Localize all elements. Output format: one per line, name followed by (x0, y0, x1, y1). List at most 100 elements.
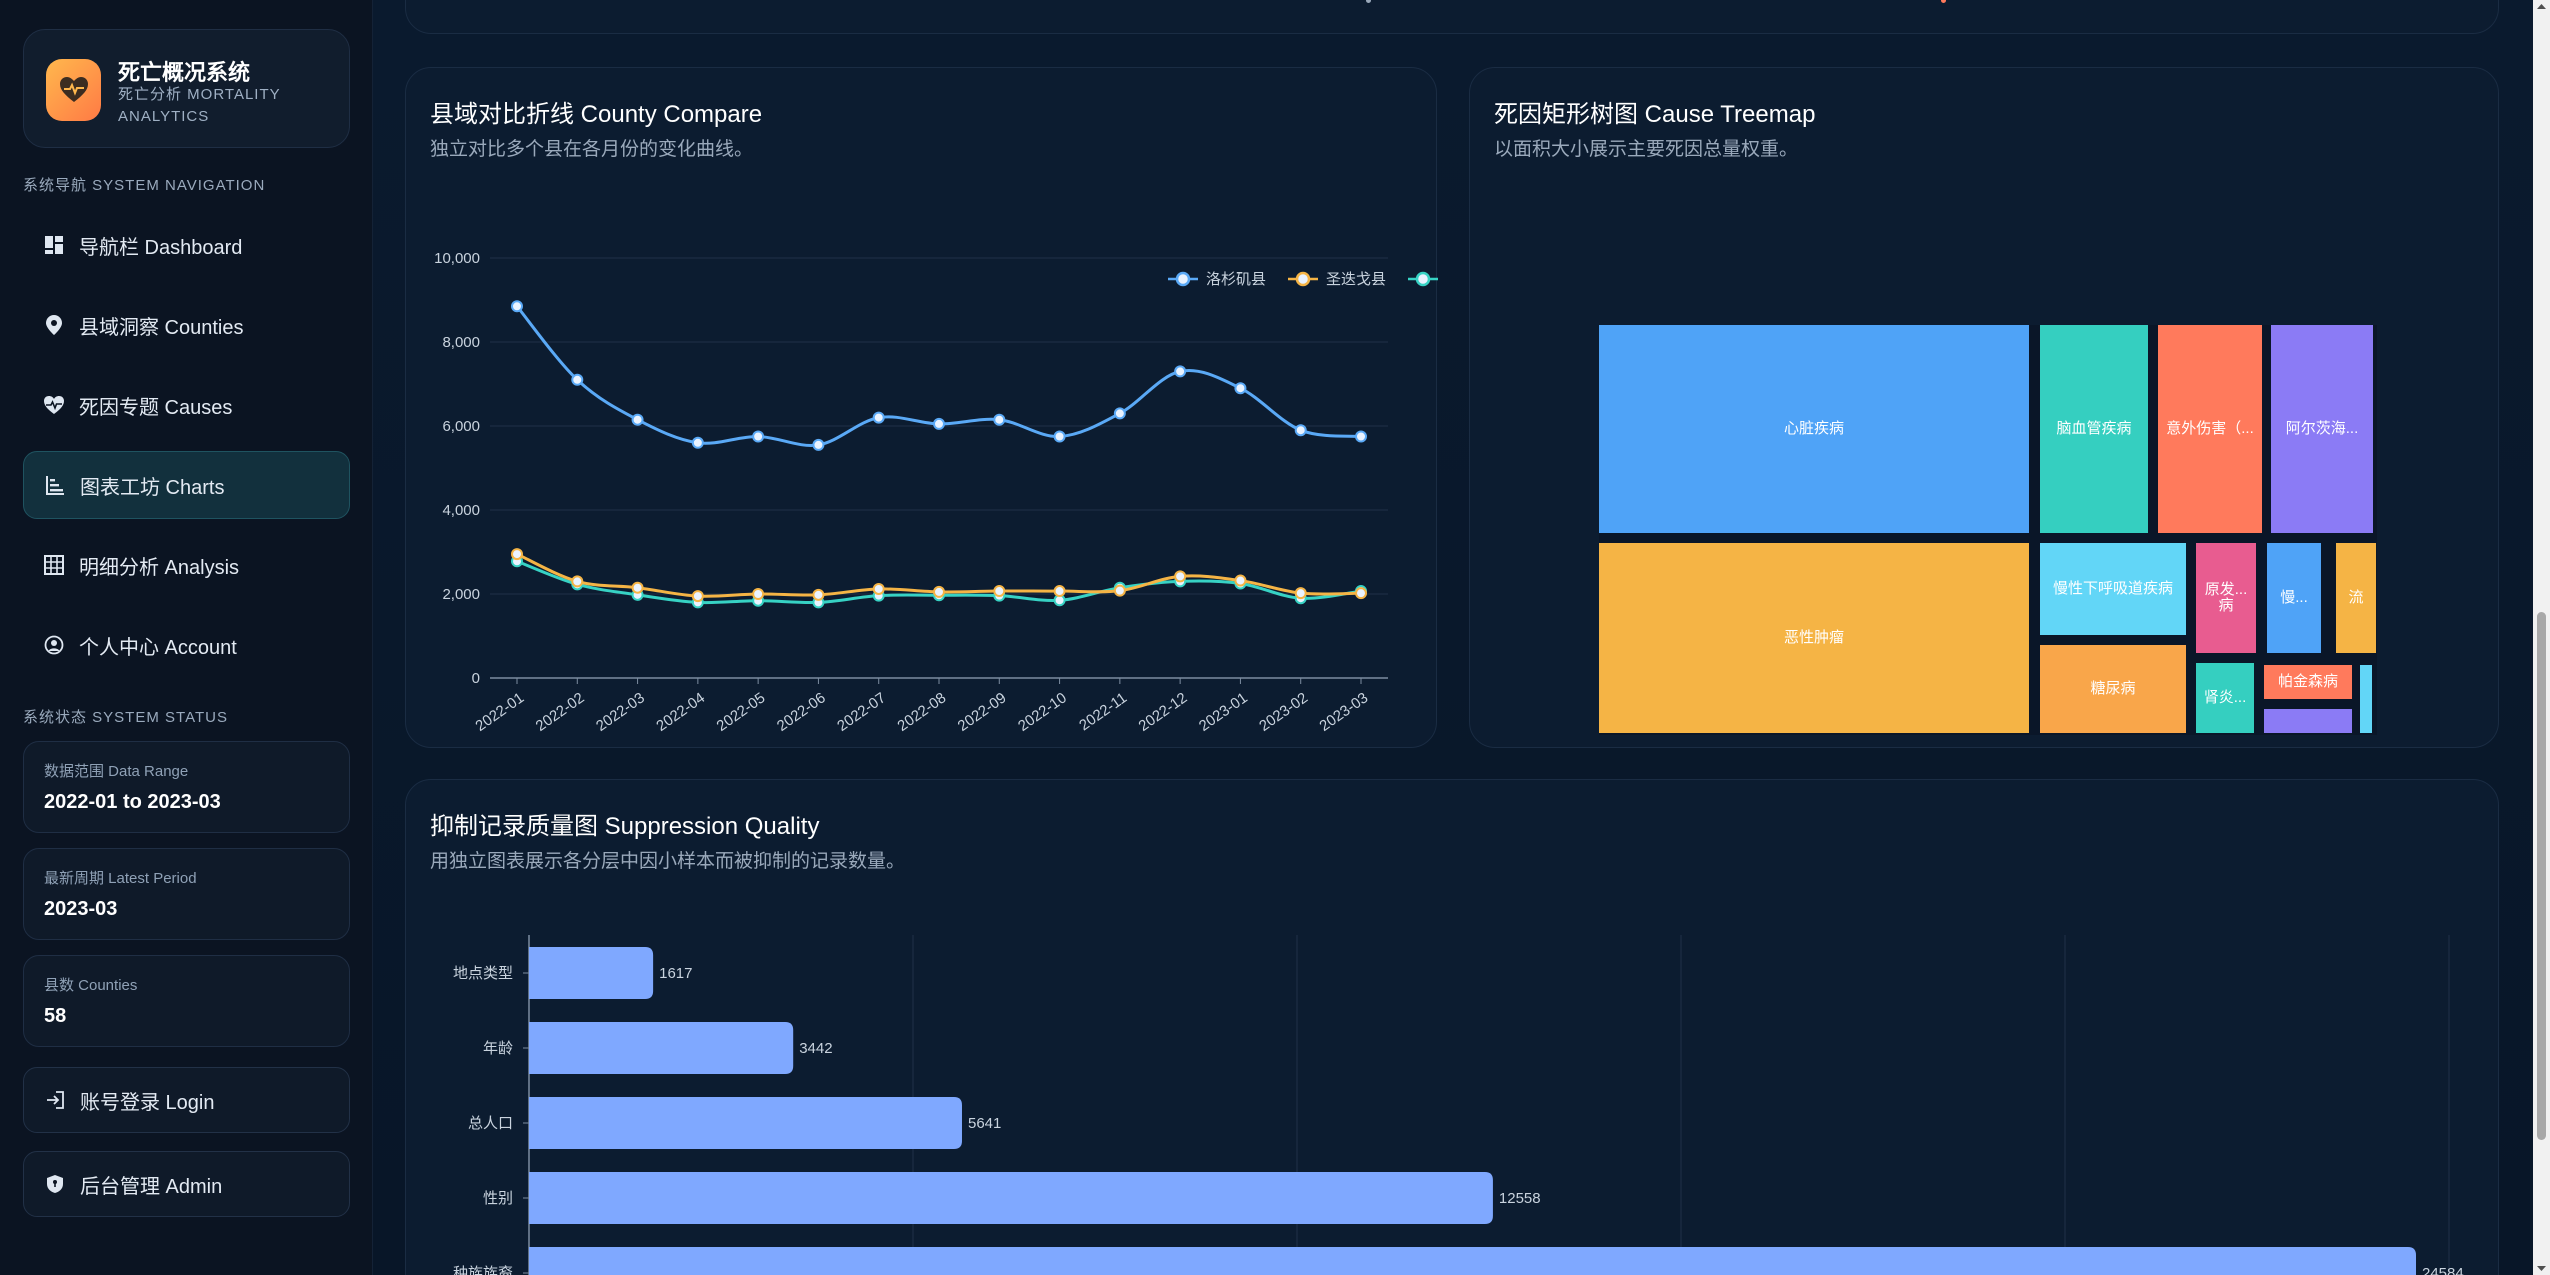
data-point[interactable] (812, 588, 825, 601)
card-subtitle: 用独立图表展示各分层中因小样本而被抑制的记录数量。 (430, 851, 906, 872)
admin-label: 后台管理 Admin (80, 1175, 223, 1198)
card-subtitle: 独立对比多个县在各月份的变化曲线。 (430, 139, 754, 160)
data-point[interactable] (691, 590, 704, 603)
treemap-cell[interactable]: 心脏疾病 (1599, 325, 2029, 533)
legend-label[interactable]: 圣迭戈县 (1326, 271, 1386, 288)
nav-item-label: 导航栏 Dashboard (79, 236, 243, 259)
data-point[interactable] (752, 430, 765, 443)
data-point[interactable] (1113, 407, 1126, 420)
status-value: 58 (44, 1005, 67, 1027)
treemap-cell[interactable] (2360, 665, 2372, 733)
legend-marker (1295, 271, 1311, 287)
heart-pulse-icon (43, 394, 65, 416)
brand-subtitle: 死亡分析 MORTALITY ANALYTICS (118, 86, 281, 125)
data-point[interactable] (631, 413, 644, 426)
y-tick-label: 8,000 (442, 334, 480, 351)
data-point[interactable] (1053, 430, 1066, 443)
x-tick-label: 2022-03 (593, 689, 648, 735)
shield-icon (44, 1173, 66, 1195)
data-point[interactable] (1294, 587, 1307, 600)
x-tick-label: 2022-04 (653, 689, 708, 735)
bar[interactable] (529, 1022, 794, 1074)
treemap-cell[interactable]: 帕金森病 (2264, 665, 2352, 699)
bar[interactable] (529, 947, 654, 999)
data-point[interactable] (1355, 430, 1367, 443)
bar-value-label: 3442 (799, 1040, 832, 1057)
nav-item-label: 明细分析 Analysis (79, 556, 240, 579)
data-point[interactable] (571, 575, 584, 588)
data-point[interactable] (872, 411, 885, 424)
card-title: 县域对比折线 County Compare (430, 101, 763, 128)
status-card-latest-period: 最新周期 Latest Period 2023-03 (23, 848, 350, 940)
treemap-cell[interactable]: 恶性肿瘤 (1599, 543, 2029, 733)
treemap-cell[interactable]: 原发... 病 (2196, 543, 2256, 653)
data-point[interactable] (1234, 574, 1247, 587)
bar[interactable] (529, 1247, 2416, 1275)
treemap-cell[interactable]: 慢性下呼吸道疾病 (2040, 543, 2186, 635)
brand-card[interactable]: 死亡概况系统 死亡分析 MORTALITY ANALYTICS (23, 29, 350, 148)
card-title: 抑制记录质量图 Suppression Quality (430, 813, 820, 840)
bar[interactable] (529, 1172, 1493, 1224)
nav-item-label: 死因专题 Causes (79, 396, 233, 419)
data-point[interactable] (691, 436, 704, 449)
data-point[interactable] (511, 300, 523, 313)
bar[interactable] (529, 1097, 962, 1149)
treemap-cell[interactable]: 阿尔茨海... (2271, 325, 2373, 533)
data-point[interactable] (511, 548, 523, 561)
treemap-cell[interactable]: 肾炎... (2196, 663, 2254, 733)
scrollbar[interactable] (2533, 0, 2550, 1275)
data-point[interactable] (993, 585, 1006, 598)
nav-item-charts[interactable]: 图表工坊 Charts (23, 451, 350, 519)
scrollbar-thumb[interactable] (2537, 612, 2546, 1140)
legend-label[interactable]: 洛杉矶县 (1206, 271, 1266, 288)
category-label: 总人口 (468, 1115, 513, 1132)
treemap-cell[interactable]: 意外伤害（... (2158, 325, 2262, 533)
data-point[interactable] (1294, 424, 1307, 437)
treemap-cell[interactable]: 脑血管疾病 (2040, 325, 2148, 533)
x-tick-label: 2022-10 (1015, 689, 1070, 735)
data-point[interactable] (933, 417, 945, 430)
data-point[interactable] (571, 373, 584, 386)
x-tick-label: 2023-03 (1316, 689, 1371, 735)
nav-item-label: 个人中心 Account (79, 636, 237, 659)
data-point[interactable] (993, 413, 1006, 426)
nav-item-causes[interactable]: 死因专题 Causes (23, 371, 350, 439)
heart-pulse-logo-icon (46, 59, 101, 121)
data-point[interactable] (1355, 587, 1367, 600)
admin-button[interactable]: 后台管理 Admin (23, 1151, 350, 1217)
data-point[interactable] (1053, 585, 1066, 598)
data-point[interactable] (631, 581, 644, 594)
treemap-cell[interactable]: 糖尿病 (2040, 645, 2186, 733)
treemap-cell[interactable]: 慢... (2267, 543, 2321, 653)
data-point[interactable] (1174, 570, 1187, 583)
login-button[interactable]: 账号登录 Login (23, 1067, 350, 1133)
suppression-bar-chart[interactable]: 地点类型 1617 年龄 3442 总人口 5641 性别 12558 种族族裔 24584 (406, 780, 2500, 1275)
data-point[interactable] (933, 585, 945, 598)
x-tick-label: 2022-12 (1136, 689, 1191, 735)
card-subtitle: 以面积大小展示主要死因总量权重。 (1494, 139, 1799, 160)
data-point[interactable] (812, 438, 825, 451)
status-heading: 系统状态 SYSTEM STATUS (23, 709, 228, 726)
county-compare-card: 县域对比折线 County Compare 独立对比多个县在各月份的变化曲线。 … (405, 67, 1438, 749)
scroll-up-arrow-icon[interactable] (2533, 0, 2550, 14)
data-point[interactable] (1113, 584, 1126, 597)
table-icon (43, 554, 65, 576)
suppression-quality-card: 抑制记录质量图 Suppression Quality 用独立图表展示各分层中因… (405, 779, 2499, 1275)
data-point[interactable] (1234, 382, 1247, 395)
nav-item-account[interactable]: 个人中心 Account (23, 611, 350, 679)
treemap-cell[interactable]: 流 (2336, 543, 2376, 653)
category-label: 地点类型 (453, 965, 513, 982)
user-circle-icon (43, 634, 65, 656)
nav-item-counties[interactable]: 县域洞察 Counties (23, 291, 350, 359)
treemap-cell[interactable] (2264, 709, 2352, 733)
data-point[interactable] (872, 582, 885, 595)
login-label: 账号登录 Login (80, 1091, 215, 1114)
scroll-down-arrow-icon[interactable] (2533, 1261, 2550, 1275)
nav-item-analysis[interactable]: 明细分析 Analysis (23, 531, 350, 599)
data-point[interactable] (1174, 365, 1187, 378)
data-point[interactable] (752, 588, 765, 600)
cause-treemap: 心脏疾病 恶性肿瘤 脑血管疾病 意外伤害（... 阿尔茨海... 慢性下呼吸道疾病糖尿病原… (1599, 325, 2377, 735)
nav-item-dashboard[interactable]: 导航栏 Dashboard (23, 211, 350, 279)
